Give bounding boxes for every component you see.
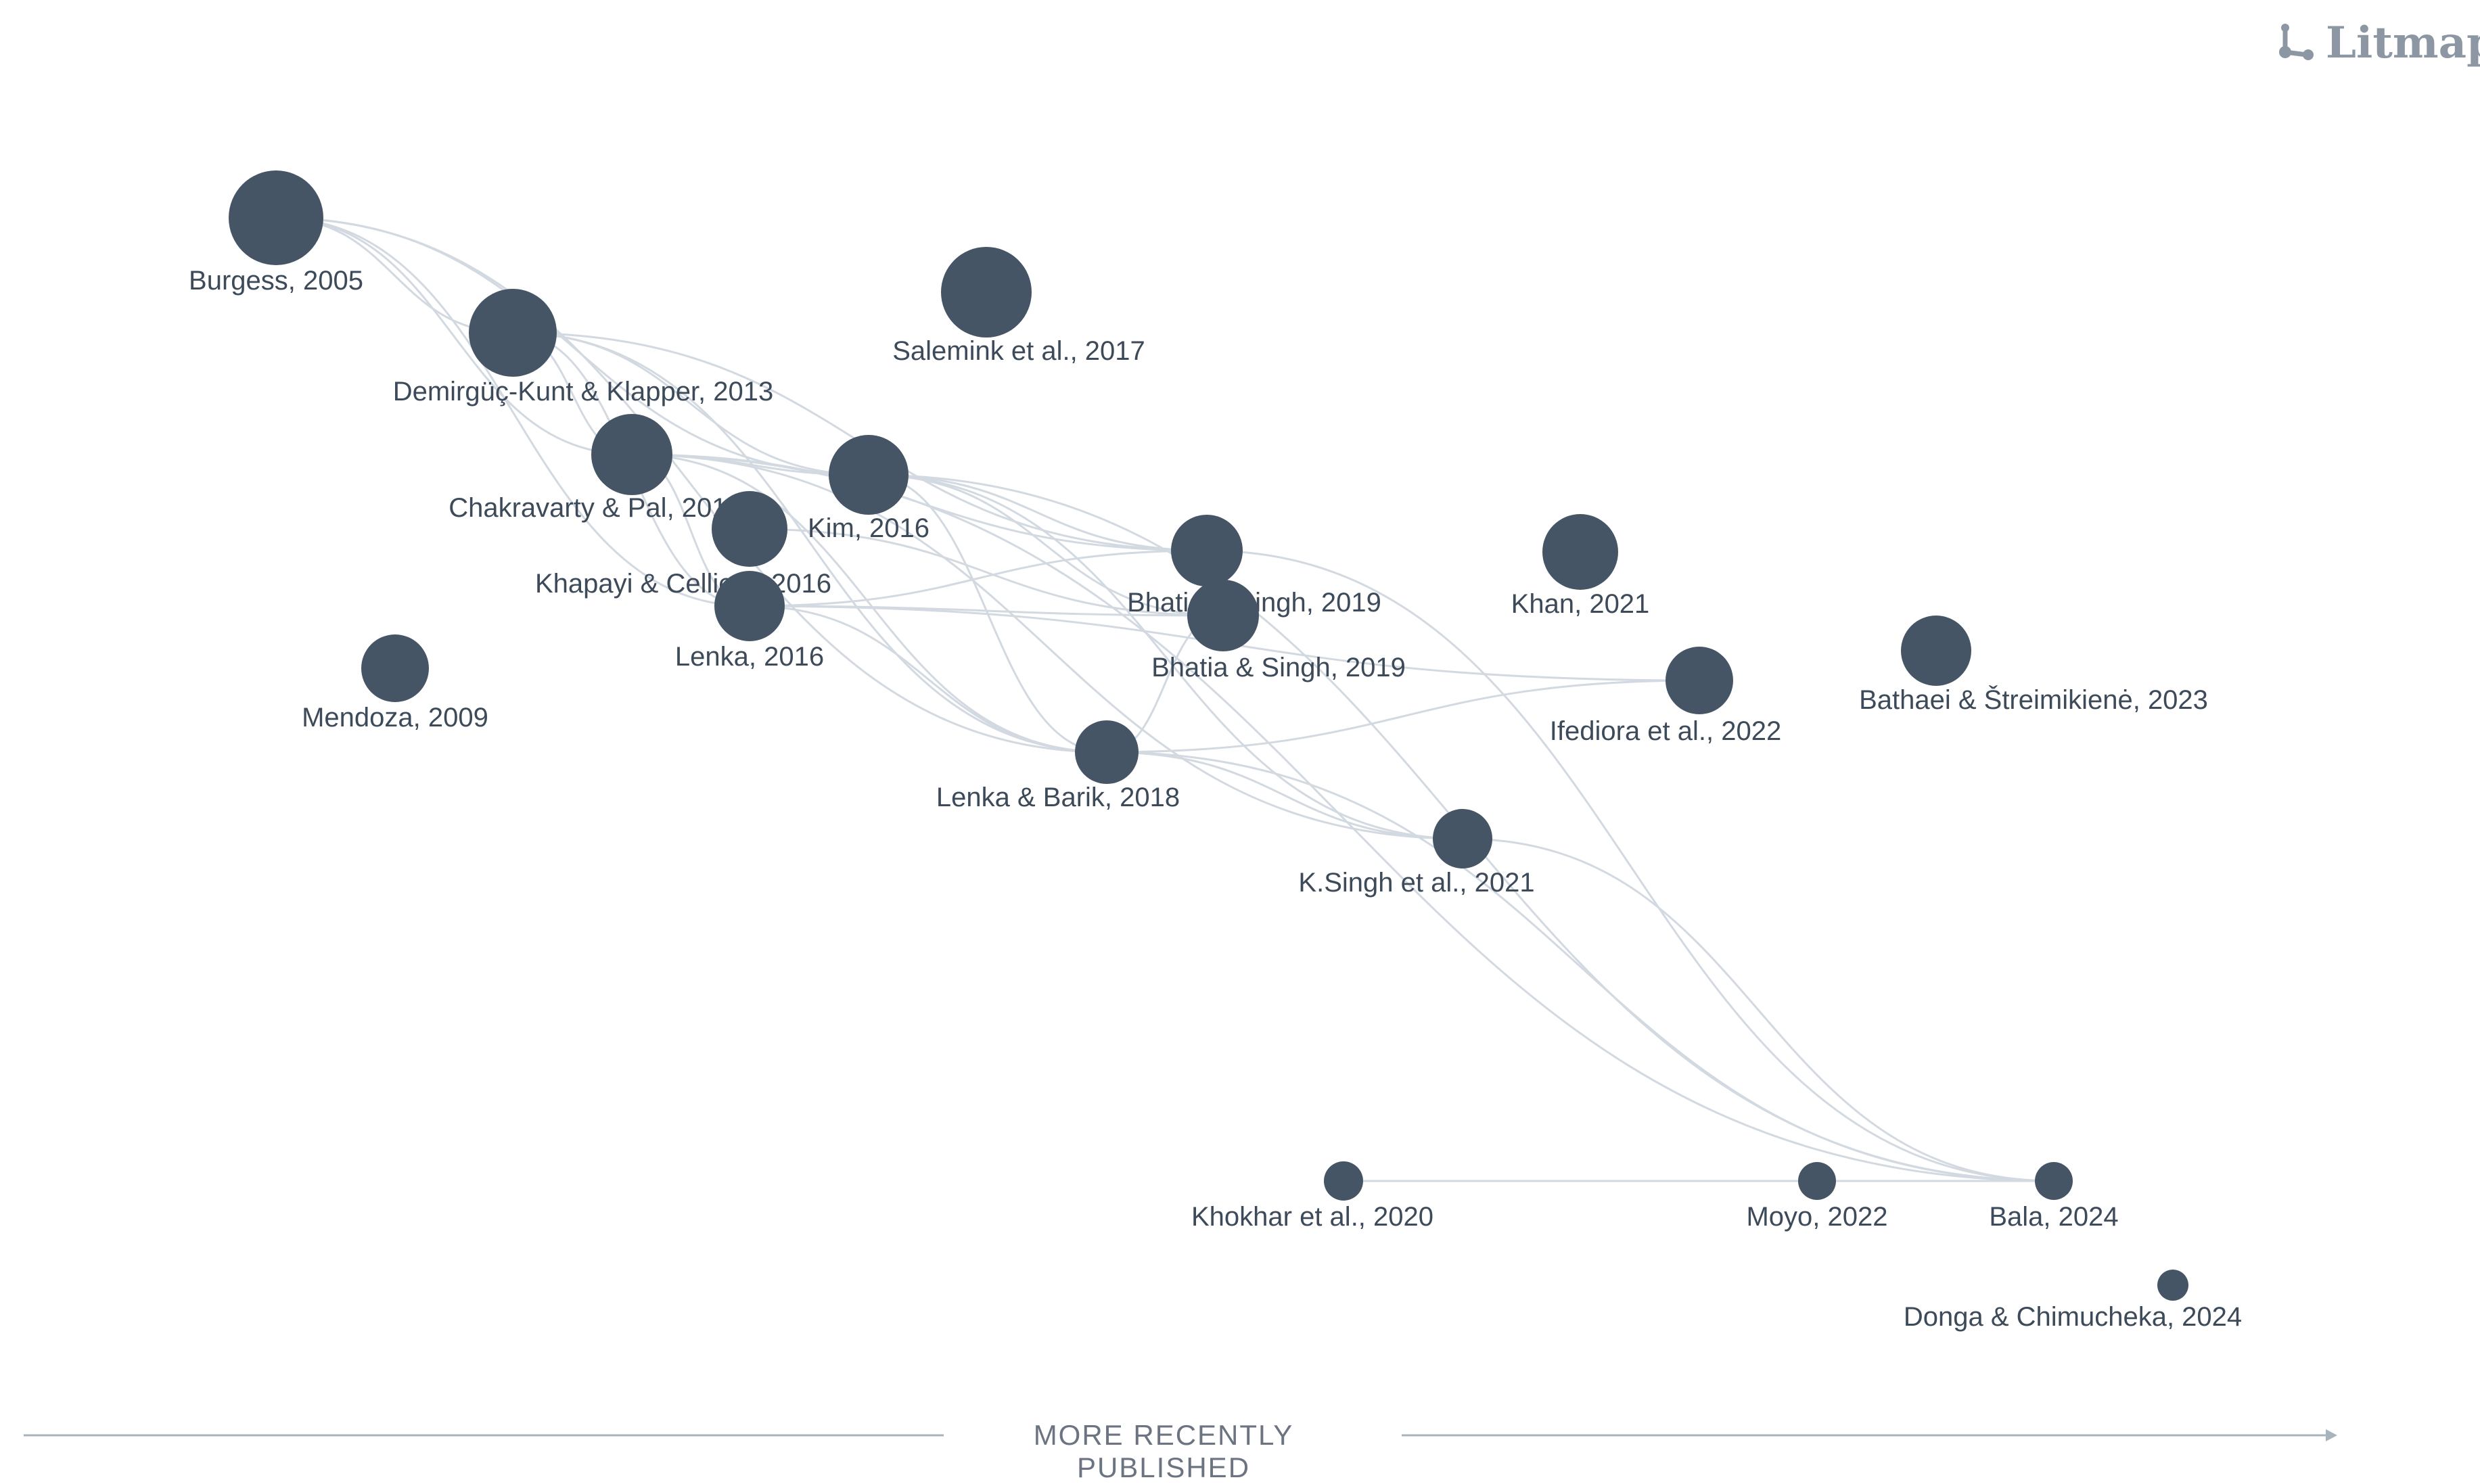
paper-node-label: K.Singh et al., 2021 <box>1298 868 1534 898</box>
paper-node-donga-2024[interactable]: Donga & Chimucheka, 2024 <box>1904 1270 2242 1332</box>
paper-node-label: Kim, 2016 <box>808 513 929 543</box>
edge-lenka-barik-2018-bala-2024 <box>1106 751 2054 1182</box>
edge-kim-2016-bhatia-2019-a <box>868 473 1208 552</box>
paper-node-label: Lenka, 2016 <box>675 642 824 672</box>
paper-node-label: Moyo, 2022 <box>1746 1202 1887 1232</box>
paper-node-label: Donga & Chimucheka, 2024 <box>1904 1302 2242 1332</box>
paper-node-burgess-2005[interactable]: Burgess, 2005 <box>189 170 363 296</box>
paper-node-bhatia-2019-a[interactable]: Bhatia & Singh, 2019 <box>1127 515 1381 618</box>
paper-node-khan-2021[interactable]: Khan, 2021 <box>1511 514 1650 619</box>
edge-khapayi-2016-bhatia-2019-b <box>749 528 1224 617</box>
paper-node-khokhar-2020[interactable]: Khokhar et al., 2020 <box>1191 1161 1433 1232</box>
paper-node-circle[interactable] <box>2035 1162 2073 1200</box>
paper-node-circle[interactable] <box>2157 1270 2188 1301</box>
paper-node-circle[interactable] <box>1324 1161 1363 1201</box>
brand-logo[interactable]: Litmap <box>2273 12 2480 73</box>
paper-node-circle[interactable] <box>1901 616 1971 686</box>
edge-chakravarty-2013-lenka-barik-2018 <box>631 453 1107 753</box>
paper-node-label: Demirgüç-Kunt & Klapper, 2013 <box>393 377 774 407</box>
paper-node-label: Khapayi & Celliers, 2016 <box>535 569 831 599</box>
edge-chakravarty-2013-ksingh-2021 <box>631 453 1463 840</box>
paper-node-bala-2024[interactable]: Bala, 2024 <box>1989 1162 2119 1232</box>
paper-node-label: Bala, 2024 <box>1989 1202 2118 1232</box>
paper-node-label: Bhatia & Singh, 2019 <box>1151 653 1406 682</box>
edge-burgess-2005-chakravarty-2013 <box>275 216 633 456</box>
paper-node-circle[interactable] <box>1171 515 1243 586</box>
edge-lenka-barik-2018-ifediora-2022 <box>1106 679 1700 753</box>
paper-node-label: Bathaei & Štreimikienė, 2023 <box>1859 685 2208 715</box>
paper-node-circle[interactable] <box>591 414 672 495</box>
paper-node-circle[interactable] <box>361 634 429 702</box>
edge-burgess-2005-lenka-2016 <box>275 216 750 607</box>
paper-node-mendoza-2009[interactable]: Mendoza, 2009 <box>302 634 488 733</box>
paper-node-demirguc-kunt-2013[interactable]: Demirgüç-Kunt & Klapper, 2013 <box>393 289 774 407</box>
edge-lenka-barik-2018-ksingh-2021 <box>1106 751 1463 840</box>
paper-node-lenka-barik-2018[interactable]: Lenka & Barik, 2018 <box>936 720 1180 812</box>
paper-node-label: Khan, 2021 <box>1511 589 1650 619</box>
paper-node-circle[interactable] <box>469 289 557 377</box>
paper-nodes: Burgess, 2005 Demirgüç-Kunt & Klapper, 20… <box>189 170 2242 1332</box>
paper-node-ksingh-2021[interactable]: K.Singh et al., 2021 <box>1298 809 1535 898</box>
edge-ksingh-2021-bala-2024 <box>1462 837 2054 1182</box>
edge-bhatia-2019-a-bala-2024 <box>1206 549 2054 1182</box>
paper-node-label: Burgess, 2005 <box>189 266 363 296</box>
edge-kim-2016-ksingh-2021 <box>868 473 1463 840</box>
paper-node-label: Chakravarty & Pal, 2013 <box>449 493 742 523</box>
paper-node-circle[interactable] <box>1187 580 1259 651</box>
axis-arrow-icon <box>2326 1429 2337 1441</box>
edge-chakravarty-2013-bala-2024 <box>631 453 2054 1182</box>
paper-node-circle[interactable] <box>714 571 785 641</box>
paper-node-circle[interactable] <box>712 491 787 567</box>
paper-node-circle[interactable] <box>1542 514 1618 590</box>
paper-node-lenka-2016[interactable]: Lenka, 2016 <box>675 571 824 672</box>
edge-lenka-2016-bhatia-2019-a <box>749 549 1208 607</box>
edge-burgess-2005-lenka-barik-2018 <box>275 216 1107 753</box>
paper-node-label: Mendoza, 2009 <box>302 703 488 733</box>
litmaps-logo-icon <box>2279 24 2314 60</box>
paper-node-salemink-2017[interactable]: Salemink et al., 2017 <box>892 247 1145 366</box>
paper-node-moyo-2022[interactable]: Moyo, 2022 <box>1746 1162 1888 1232</box>
paper-node-label: Ifediora et al., 2022 <box>1550 716 1781 746</box>
paper-node-circle[interactable] <box>829 435 909 515</box>
edge-kim-2016-bhatia-2019-b <box>868 473 1224 617</box>
brand-name: Litmap <box>2326 17 2480 68</box>
paper-node-circle[interactable] <box>1433 809 1492 868</box>
paper-node-label: Lenka & Barik, 2018 <box>936 783 1180 812</box>
paper-node-bathaei-2023[interactable]: Bathaei & Štreimikienė, 2023 <box>1859 616 2208 715</box>
paper-node-ifediora-2022[interactable]: Ifediora et al., 2022 <box>1550 647 1781 746</box>
edge-lenka-2016-lenka-barik-2018 <box>749 605 1107 753</box>
paper-node-kim-2016[interactable]: Kim, 2016 <box>808 435 929 543</box>
paper-node-bhatia-2019-b[interactable]: Bhatia & Singh, 2019 <box>1151 580 1406 682</box>
paper-node-chakravarty-2013[interactable]: Chakravarty & Pal, 2013 <box>449 414 742 523</box>
paper-node-label: Khokhar et al., 2020 <box>1191 1202 1433 1232</box>
paper-node-circle[interactable] <box>1075 720 1139 784</box>
edge-demirguc-kunt-2013-lenka-barik-2018 <box>512 331 1107 753</box>
paper-node-circle[interactable] <box>941 247 1032 338</box>
paper-node-label: Salemink et al., 2017 <box>892 336 1145 366</box>
paper-node-circle[interactable] <box>1798 1162 1836 1200</box>
timeline-axis-label: MORE RECENTLY PUBLISHED <box>1033 1419 1294 1483</box>
paper-node-circle[interactable] <box>229 170 323 265</box>
paper-node-circle[interactable] <box>1666 647 1733 714</box>
timeline-axis <box>24 1429 2337 1441</box>
paper-node-khapayi-2016[interactable]: Khapayi & Celliers, 2016 <box>535 491 831 599</box>
